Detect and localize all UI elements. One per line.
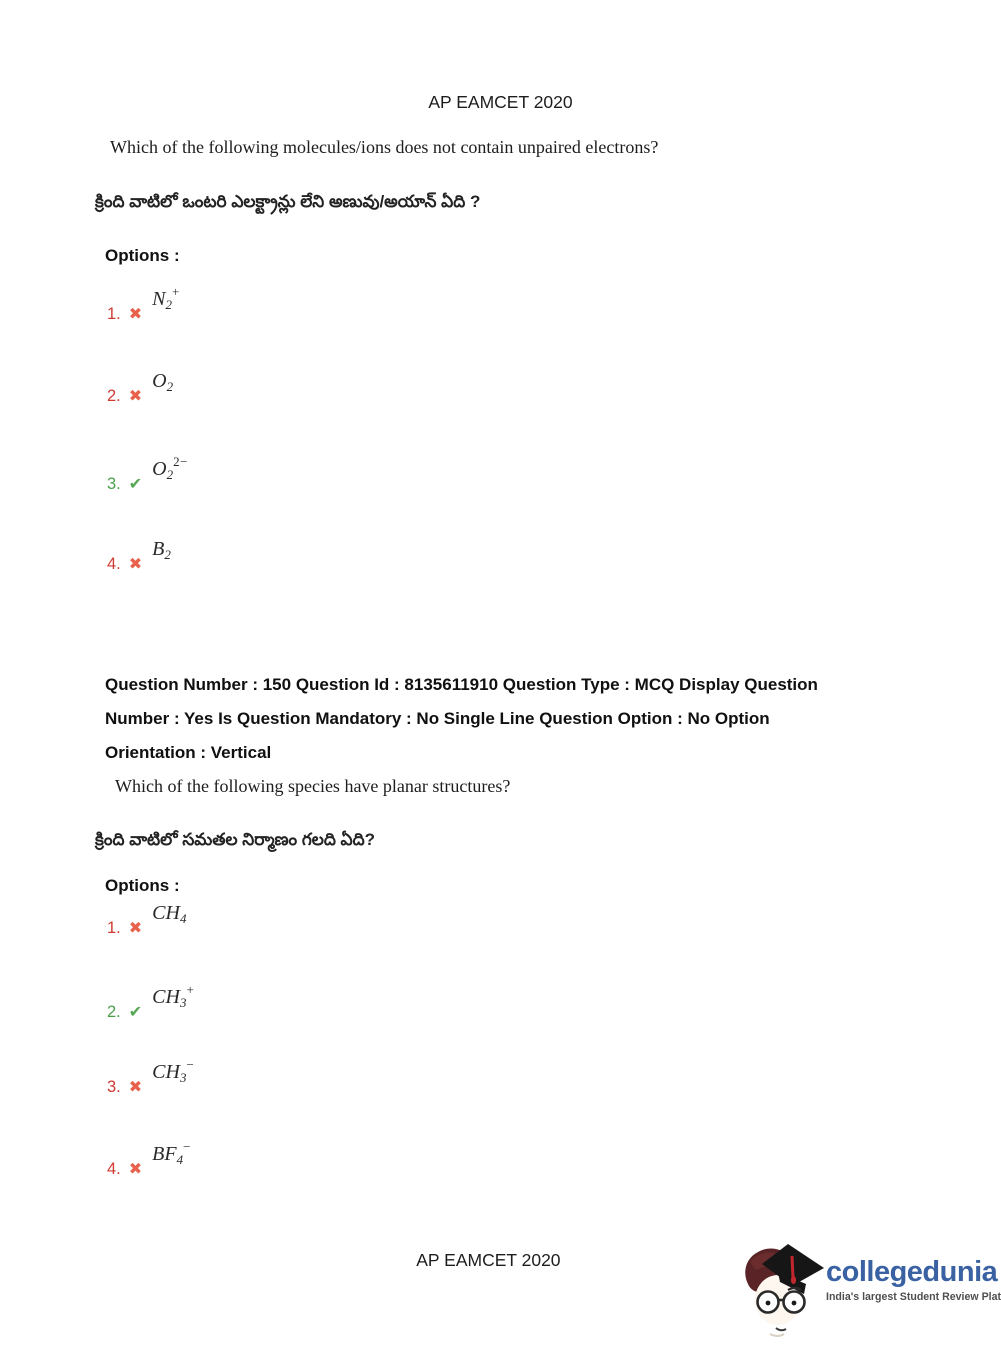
cross-icon: ✖ [128, 1079, 143, 1096]
cross-icon: ✖ [128, 556, 143, 573]
option-number: 4. [107, 554, 121, 573]
question2-options-label: Options : [105, 876, 180, 895]
option-number: 2. [107, 1002, 121, 1021]
metadata-line: Number : Yes Is Question Mandatory : No … [105, 709, 770, 728]
option-formula: CH4 [152, 902, 187, 926]
option-number: 2. [107, 386, 121, 405]
question1-text-telugu: క్రింది వాటిలో ఒంటరి ఎలక్ట్రాన్లు లేని అ… [95, 192, 481, 211]
question1-option-3: 3. ✔ O22− [107, 450, 188, 493]
question1-option-2: 2. ✖ O2 [107, 362, 174, 405]
logo-tagline: India's largest Student Review Platform [826, 1291, 1001, 1303]
question2-text-english: Which of the following species have plan… [115, 776, 511, 796]
question2-option-1: 1. ✖ CH4 [107, 894, 187, 937]
question1-option-4: 4. ✖ B2 [107, 530, 171, 573]
footer-title: AP EAMCET 2020 [416, 1250, 561, 1270]
logo-text-block: collegedunia .com India's largest Studen… [826, 1256, 1001, 1304]
check-icon: ✔ [128, 476, 143, 493]
option-number: 4. [107, 1159, 121, 1178]
cross-icon: ✖ [128, 306, 143, 323]
question2-text-telugu: క్రింది వాటిలో సమతల నిర్మాణం గలది ఏది? [95, 830, 376, 849]
option-number: 3. [107, 1077, 121, 1096]
option-number: 1. [107, 304, 121, 323]
cross-icon: ✖ [128, 1161, 143, 1178]
option-formula: O2 [152, 370, 174, 394]
option-formula: CH3+ [152, 982, 195, 1010]
option-number: 1. [107, 918, 121, 937]
metadata-line: Question Number : 150 Question Id : 8135… [105, 675, 818, 694]
option-formula: B2 [152, 538, 171, 562]
question1-text-english: Which of the following molecules/ions do… [110, 137, 659, 157]
option-formula: CH3− [152, 1057, 195, 1085]
question1-options-label: Options : [105, 246, 180, 265]
question2-option-2: 2. ✔ CH3+ [107, 978, 195, 1021]
question2-option-4: 4. ✖ BF4− [107, 1135, 191, 1178]
question1-option-1: 1. ✖ N2+ [107, 280, 180, 323]
cross-icon: ✖ [128, 388, 143, 405]
mascot-graduate-icon [745, 1244, 824, 1337]
logo-tld-text: .com [999, 1264, 1001, 1284]
question2-option-3: 3. ✖ CH3− [107, 1053, 195, 1096]
question2-metadata: Question Number : 150 Question Id : 8135… [105, 668, 905, 770]
option-formula: BF4− [152, 1139, 191, 1167]
logo-brand-text: collegedunia [826, 1256, 998, 1288]
option-formula: O22− [152, 454, 188, 482]
page-title: AP EAMCET 2020 [428, 92, 573, 112]
check-icon: ✔ [128, 1004, 143, 1021]
cross-icon: ✖ [128, 920, 143, 937]
option-number: 3. [107, 474, 121, 493]
collegedunia-logo: collegedunia .com India's largest Studen… [736, 1242, 1001, 1337]
metadata-line: Orientation : Vertical [105, 743, 272, 762]
option-formula: N2+ [152, 284, 180, 312]
